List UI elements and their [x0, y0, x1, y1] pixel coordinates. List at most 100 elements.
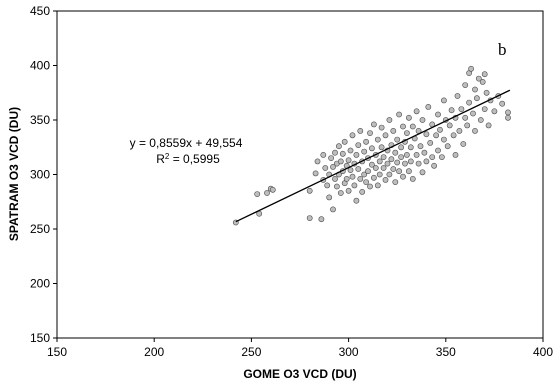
data-point: [473, 95, 480, 102]
plot-area: [56, 10, 544, 339]
data-point: [464, 122, 471, 129]
data-point: [403, 151, 410, 158]
data-point: [468, 65, 474, 72]
x-tick-label: 350: [436, 345, 456, 359]
data-point: [370, 121, 377, 128]
data-point: [398, 144, 404, 151]
data-point: [351, 182, 358, 189]
data-point: [477, 117, 484, 123]
data-point: [402, 160, 408, 167]
trendline-equation: y = 0,8559x + 49,554: [130, 136, 243, 150]
x-tick-label: 400: [533, 345, 553, 359]
data-point: [370, 174, 377, 181]
data-point: [435, 147, 441, 154]
y-tick-label: 250: [30, 222, 50, 236]
data-point: [505, 109, 511, 116]
data-point: [355, 166, 362, 172]
data-point: [367, 130, 373, 136]
data-point: [368, 161, 375, 168]
data-point: [335, 143, 342, 150]
data-point: [423, 158, 430, 165]
data-point: [324, 182, 331, 189]
data-point: [460, 141, 467, 147]
data-point: [483, 89, 490, 96]
data-point: [345, 157, 352, 164]
data-point: [337, 190, 344, 196]
data-point: [479, 79, 486, 85]
data-point: [456, 127, 463, 134]
data-point: [353, 151, 360, 158]
data-point: [392, 179, 399, 185]
data-point: [413, 151, 420, 158]
data-point: [332, 149, 338, 156]
data-point: [499, 100, 506, 107]
y-tick-label: 400: [30, 59, 50, 73]
y-tick-label: 150: [30, 331, 50, 345]
data-point: [433, 132, 439, 139]
data-point: [355, 142, 362, 148]
data-point: [343, 175, 350, 182]
data-point: [368, 145, 375, 152]
data-point: [306, 215, 313, 221]
data-point: [374, 136, 381, 143]
data-point: [423, 131, 430, 138]
data-point: [394, 136, 401, 143]
data-point: [388, 156, 395, 163]
data-point: [382, 176, 389, 183]
data-point: [349, 132, 356, 139]
data-point: [400, 173, 406, 180]
y-axis-ticks: 150 200 250 300 350 400 450: [30, 4, 57, 345]
r-squared-label: R2 = 0,5995: [156, 152, 220, 167]
y-tick-label: 200: [30, 277, 50, 291]
data-point: [367, 183, 373, 190]
data-point: [326, 194, 333, 201]
data-point: [415, 160, 422, 167]
y-tick-label: 350: [30, 113, 50, 127]
data-point: [505, 114, 511, 121]
data-point: [481, 71, 488, 78]
data-point: [312, 170, 319, 177]
data-point: [448, 107, 455, 114]
data-point: [491, 108, 498, 115]
data-point: [396, 168, 402, 175]
data-point: [466, 99, 472, 106]
y-tick-label: 300: [30, 168, 50, 182]
data-point: [446, 122, 453, 129]
data-points: [232, 65, 511, 226]
data-point: [396, 111, 402, 118]
data-point: [431, 162, 437, 169]
x-tick-label: 250: [241, 345, 261, 359]
data-point: [376, 158, 383, 165]
data-point: [359, 188, 366, 195]
data-point: [330, 163, 336, 170]
data-point: [361, 148, 368, 155]
data-point: [390, 166, 397, 172]
x-tick-label: 200: [144, 345, 164, 359]
data-point: [403, 130, 410, 136]
data-point: [398, 154, 404, 160]
data-point: [384, 160, 391, 167]
data-point: [413, 108, 420, 115]
data-point: [429, 154, 436, 160]
data-point: [332, 175, 338, 182]
data-point: [322, 165, 329, 171]
data-point: [378, 124, 385, 131]
data-point: [438, 154, 445, 160]
data-point: [440, 136, 447, 143]
data-point: [437, 126, 443, 133]
data-point: [328, 155, 334, 161]
data-point: [409, 175, 416, 182]
data-point: [425, 104, 432, 110]
data-point: [264, 190, 270, 196]
data-point: [314, 158, 321, 165]
data-point: [454, 93, 461, 99]
data-point: [409, 123, 416, 130]
data-point: [380, 154, 387, 160]
data-point: [363, 138, 369, 145]
data-point: [440, 97, 447, 104]
data-point: [452, 151, 459, 158]
data-point: [462, 114, 469, 121]
data-point: [427, 139, 434, 146]
data-point: [357, 127, 364, 134]
data-point: [374, 182, 381, 189]
